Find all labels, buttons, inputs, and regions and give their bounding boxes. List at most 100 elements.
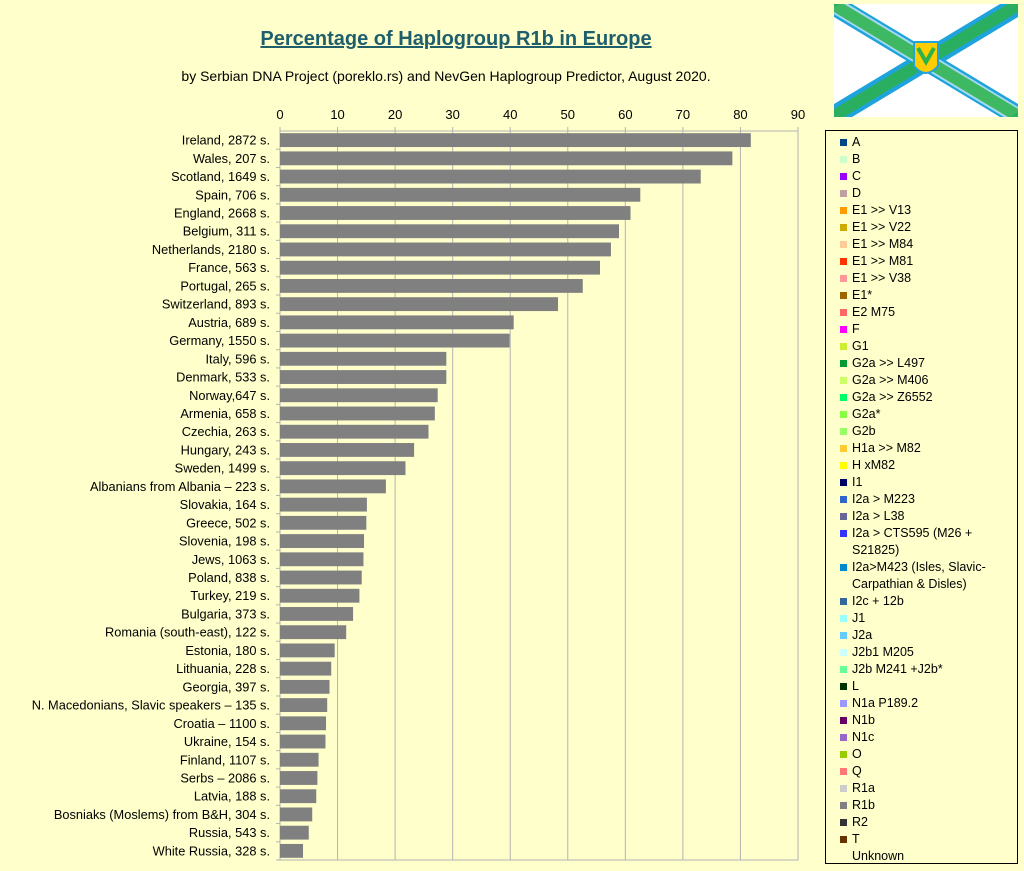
legend-label: Q — [852, 764, 862, 778]
category-label: Georgia, 397 s. — [183, 679, 271, 694]
category-label: Norway,647 s. — [189, 388, 270, 403]
x-tick-label: 0 — [276, 107, 283, 122]
bar — [280, 661, 332, 676]
legend-swatch — [840, 717, 847, 724]
bar — [280, 825, 309, 840]
x-tick-label: 80 — [733, 107, 747, 122]
category-label: Ukraine, 154 s. — [184, 734, 270, 749]
bar — [280, 643, 335, 658]
legend-swatch — [840, 394, 847, 401]
legend-label: I1 — [852, 475, 863, 489]
bar — [280, 552, 364, 567]
category-label: Denmark, 533 s. — [176, 370, 270, 385]
bar — [280, 515, 367, 530]
legend-label: G2a >> Z6552 — [852, 390, 933, 404]
legend-label: E1 >> M84 — [852, 237, 914, 251]
x-tick-label: 90 — [791, 107, 805, 122]
plot-area — [279, 130, 799, 861]
category-label: Belgium, 311 s. — [183, 224, 270, 239]
bar — [280, 351, 447, 366]
category-label: Portugal, 265 s. — [180, 278, 270, 293]
bar — [280, 443, 415, 457]
category-label: Lithuania, 228 s. — [176, 661, 270, 676]
legend-label: C — [852, 169, 862, 183]
bar — [280, 607, 354, 621]
legend-label: G2a* — [852, 407, 881, 421]
legend-swatch — [840, 479, 847, 486]
legend-swatch — [840, 156, 847, 163]
legend-label: D — [852, 186, 862, 200]
legend-label: Unknown — [852, 849, 905, 863]
flag-emblem — [834, 4, 1018, 117]
legend-label: I2a>M423 (Isles, Slavic-Carpathian & Dis… — [852, 560, 986, 591]
bar — [280, 698, 328, 713]
legend-label: G2b — [852, 424, 876, 438]
bar — [280, 807, 313, 822]
legend-label: B — [852, 152, 861, 166]
legend-swatch — [840, 343, 847, 350]
category-label: Russia, 543 s. — [189, 825, 270, 840]
category-label: Netherlands, 2180 s. — [152, 242, 270, 257]
x-tick-label: 20 — [388, 107, 402, 122]
bar — [280, 388, 438, 403]
legend-swatch — [840, 683, 847, 690]
chart-title: Percentage of Haplogroup R1b in Europe — [260, 28, 652, 50]
x-tick-label: 40 — [503, 107, 517, 122]
bar — [280, 752, 319, 767]
category-label: White Russia, 328 s. — [153, 843, 270, 858]
legend-swatch — [840, 785, 847, 792]
legend-label: E1 >> V38 — [852, 271, 912, 285]
category-label: France, 563 s. — [188, 260, 270, 275]
legend-label: E1 >> V13 — [852, 203, 912, 217]
legend-label: I2a > L38 — [852, 509, 905, 523]
category-label: Serbs – 2086 s. — [180, 770, 270, 785]
bar — [280, 424, 429, 439]
legend-swatch — [840, 819, 847, 826]
bar — [280, 242, 611, 257]
category-label: Germany, 1550 s. — [169, 333, 270, 348]
legend-label: R1b — [852, 798, 875, 812]
legend-swatch — [840, 411, 847, 418]
legend-swatch — [840, 139, 847, 146]
legend-label: G2a >> L497 — [852, 356, 925, 370]
category-label: Latvia, 188 s. — [194, 789, 270, 804]
legend-label: J2a — [852, 628, 873, 642]
legend-swatch — [840, 853, 847, 860]
shield-icon — [913, 41, 939, 74]
x-tick-label: 10 — [330, 107, 344, 122]
legend-swatch — [840, 275, 847, 282]
legend-label: R1a — [852, 781, 875, 795]
bar — [280, 224, 620, 239]
legend-swatch — [840, 462, 847, 469]
bar — [280, 333, 510, 348]
category-label: Ireland, 2872 s. — [182, 133, 270, 148]
bar — [280, 370, 447, 384]
bar — [280, 278, 583, 293]
legend-swatch — [840, 377, 847, 384]
legend-swatch — [840, 207, 847, 214]
legend-label: N1b — [852, 713, 875, 727]
bar — [280, 479, 386, 494]
chart-subtitle: by Serbian DNA Project (poreklo.rs) and … — [181, 68, 711, 84]
category-label: Turkey, 219 s. — [190, 588, 270, 603]
category-label: Jews, 1063 s. — [192, 552, 270, 567]
legend-swatch — [840, 700, 847, 707]
bar — [280, 315, 514, 330]
category-label: England, 2668 s. — [174, 206, 270, 221]
legend-swatch — [840, 445, 847, 452]
legend-swatch — [840, 190, 847, 197]
bar — [280, 461, 406, 476]
legend-swatch — [840, 360, 847, 367]
x-tick-label: 30 — [445, 107, 459, 122]
category-label: Armenia, 658 s. — [180, 406, 270, 421]
category-label: Austria, 689 s. — [188, 315, 270, 330]
bar — [280, 625, 347, 640]
bar — [280, 789, 317, 804]
legend-label: I2a > CTS595 (M26 + S21825) — [852, 526, 973, 557]
legend-swatch — [840, 326, 847, 333]
legend-swatch — [840, 632, 847, 639]
v-emblem-icon — [916, 47, 936, 67]
x-tick-label: 60 — [618, 107, 632, 122]
category-label: Slovakia, 164 s. — [180, 497, 270, 512]
legend-swatch — [840, 836, 847, 843]
